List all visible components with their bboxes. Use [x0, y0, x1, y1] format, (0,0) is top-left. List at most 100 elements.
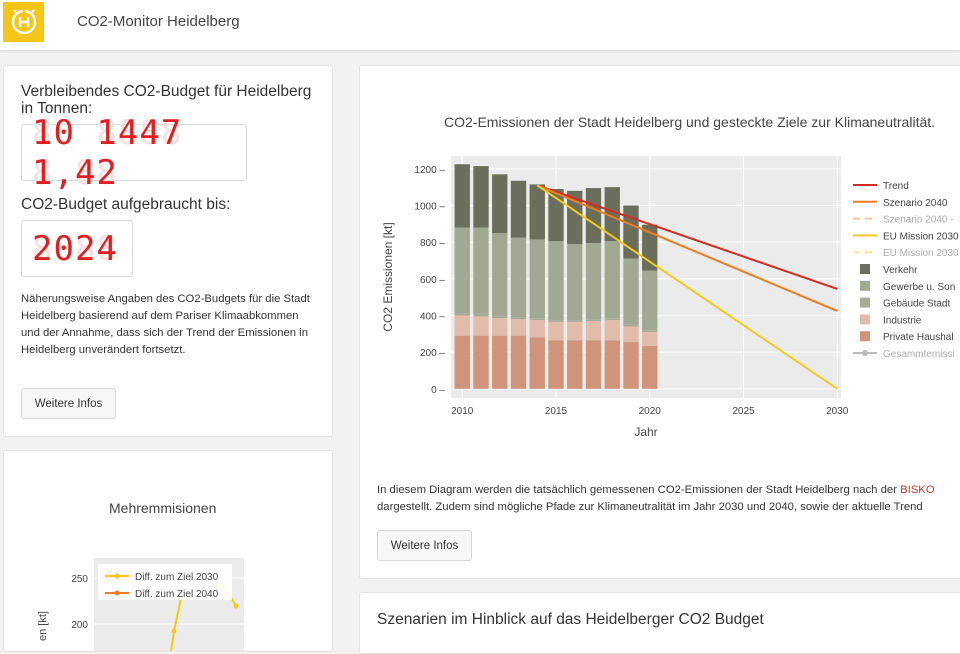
- legend-label: Industrie: [883, 315, 922, 326]
- legend-label: Szenario 2040: [883, 198, 948, 209]
- navbar: CO2-Monitor Heidelberg: [0, 0, 960, 51]
- bar-gewerbe-2016: [567, 244, 583, 321]
- bar-haushalte-2019: [623, 342, 639, 389]
- szenarien-panel: Szenarien im Hinblick auf das Heidelberg…: [359, 592, 960, 654]
- budget-heading: Verbleibendes CO2-Budget für Heidelberg …: [21, 83, 312, 117]
- bar-gewerbe-2011: [473, 227, 489, 315]
- mehr-chart: 250 200 en [kt] Diff. zum Ziel 2030 Diff…: [37, 558, 244, 651]
- bar-haushalte-2015: [548, 340, 564, 389]
- bar-gebaeude-2011: [473, 314, 489, 317]
- bar-verkehr-2010: [454, 164, 470, 228]
- mehr-legend-marker: [114, 573, 120, 579]
- legend-label: EU Mission 2030: [883, 248, 959, 259]
- bar-industrie-2017: [585, 321, 602, 341]
- bar-gewerbe-2013: [510, 237, 527, 318]
- bar-industrie-2010: [454, 315, 470, 336]
- legend-swatch: [860, 264, 870, 274]
- budget-value: 10 1447 1,42: [32, 112, 183, 193]
- bar-verkehr-2015: [548, 189, 564, 242]
- y-tick-label: 1200 –: [414, 165, 445, 176]
- bar-verkehr-2018: [604, 187, 620, 242]
- bar-industrie-2013: [510, 319, 527, 336]
- emissions-chart-title: CO2-Emissionen der Stadt Heidelberg und …: [444, 114, 936, 130]
- bisko-link[interactable]: BISKO: [900, 484, 935, 496]
- bar-gebaeude-2014: [529, 318, 545, 321]
- bar-gebaeude-2017: [585, 319, 602, 321]
- szenarien-heading: Szenarien im Hinblick auf das Heidelberg…: [377, 611, 764, 628]
- x-tick-label: 2025: [732, 406, 755, 417]
- mehr-legend-marker: [114, 590, 120, 596]
- x-axis-title: Jahr: [634, 425, 657, 439]
- budget-display: 88 8888 8,88 10 1447 1,42: [21, 113, 247, 193]
- bar-haushalte-2017: [585, 340, 602, 389]
- bar-haushalte-2012: [492, 335, 508, 389]
- y-tick-label: 400 –: [420, 312, 445, 323]
- line-szenario2040: [536, 184, 838, 312]
- y-tick-label: 0 –: [431, 385, 445, 396]
- description-text: dargestellt. Zudem sind mögliche Pfade z…: [377, 501, 923, 513]
- bar-industrie-2011: [473, 316, 489, 336]
- bar-gebaeude-2013: [510, 317, 527, 320]
- bar-gebaeude-2012: [492, 316, 508, 319]
- budget-panel: Verbleibendes CO2-Budget für Heidelberg …: [3, 65, 333, 437]
- legend-label: Szenario 2040 -: [883, 215, 954, 226]
- bar-verkehr-2014: [529, 184, 545, 240]
- bar-verkehr-2016: [567, 190, 583, 244]
- bar-verkehr-2011: [473, 166, 489, 228]
- bar-gewerbe-2010: [454, 227, 470, 314]
- bar-haushalte-2014: [529, 337, 545, 389]
- mehr-y-axis-title: en [kt]: [37, 611, 49, 641]
- y-tick-label: 200 –: [420, 348, 445, 359]
- bar-verkehr-2012: [492, 174, 508, 233]
- bar-gebaeude-2010: [454, 313, 470, 316]
- emissions-chart: 0 – 200 – 400 – 600 – 800 – 1000 – 1200 – 2010 2…: [381, 156, 959, 439]
- bar-gewerbe-2014: [529, 239, 545, 319]
- legend-label: Trend: [883, 181, 909, 192]
- y-axis-title: CO2 Emissionen [kt]: [381, 222, 395, 331]
- year-display: 8888 2024: [21, 220, 133, 277]
- mehr-chart-title: Mehremmisionen: [109, 500, 217, 516]
- bar-gewerbe-2015: [548, 241, 564, 321]
- legend-label: Gewerbe u. Son: [883, 282, 955, 293]
- bar-haushalte-2013: [510, 335, 527, 389]
- legend-label: Gesammtemissi: [883, 349, 955, 360]
- legend-label: Gebäude Stadt: [883, 299, 950, 310]
- bar-haushalte-2016: [567, 340, 583, 389]
- legend-swatch: [860, 280, 870, 291]
- emissions-panel: CO2-Emissionen der Stadt Heidelberg und …: [359, 65, 960, 579]
- bar-industrie-2014: [529, 320, 545, 338]
- app-title: CO2-Monitor Heidelberg: [77, 13, 240, 30]
- mehr-ytick-label: 250: [71, 574, 88, 585]
- bar-industrie-2020: [642, 332, 658, 346]
- bar-verkehr-2019: [623, 205, 639, 259]
- bar-gebaeude-2018: [604, 318, 620, 321]
- mehr-series-2030-point: [233, 603, 239, 609]
- legend-marker: [862, 350, 868, 356]
- y-tick-label: 600 –: [420, 275, 445, 286]
- segment-ghost-digits: 88 8888 8,88: [32, 112, 183, 193]
- bar-gebaeude-2019: [623, 324, 639, 327]
- bar-haushalte-2018: [604, 340, 620, 389]
- mehr-ytick-label: 200: [71, 620, 88, 631]
- bar-industrie-2015: [548, 321, 564, 341]
- line-eu2030: [536, 184, 838, 390]
- bar-industrie-2018: [604, 320, 620, 341]
- legend-swatch: [860, 297, 870, 308]
- bar-gewerbe-2017: [585, 243, 602, 320]
- logo[interactable]: [3, 2, 44, 42]
- bar-verkehr-2017: [585, 188, 602, 244]
- legend-label: EU Mission 2030: [883, 231, 959, 242]
- legend-swatch: [860, 331, 870, 342]
- bar-gebaeude-2015: [548, 320, 564, 322]
- budget-info-button[interactable]: Weitere Infos: [21, 388, 116, 419]
- bar-gebaeude-2016: [567, 320, 583, 322]
- mehr-series-2030-point: [171, 628, 177, 634]
- bar-industrie-2012: [492, 318, 508, 336]
- bar-industrie-2016: [567, 321, 583, 341]
- emissions-info-button[interactable]: Weitere Infos: [377, 530, 472, 561]
- segment-ghost-digits: 8888: [32, 228, 118, 269]
- bar-gewerbe-2018: [604, 241, 620, 319]
- bar-haushalte-2011: [473, 335, 489, 389]
- description-text: In diesem Diagram werden die tatsächlich…: [377, 484, 901, 496]
- x-tick-label: 2030: [826, 406, 849, 417]
